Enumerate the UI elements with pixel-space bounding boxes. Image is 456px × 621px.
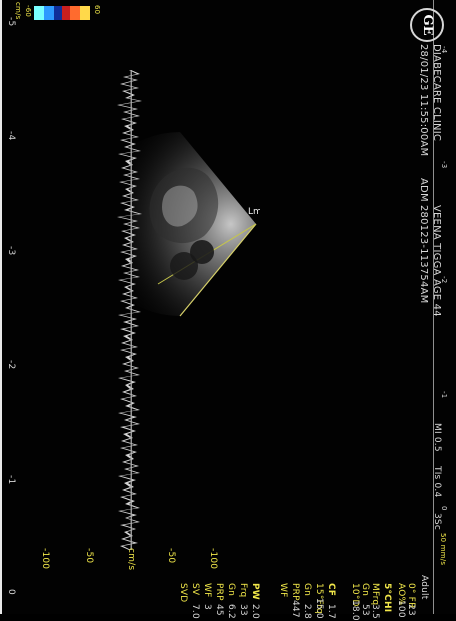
param-svd: SVD xyxy=(178,583,188,603)
param-prp-2-value: 45 xyxy=(214,604,224,616)
param-pw-value: 2.0 xyxy=(250,604,260,619)
velocity-tick-4: -100 xyxy=(40,548,50,570)
sweep-speed: 50 mm/s xyxy=(439,533,447,566)
param-chi: 5°CHI xyxy=(382,583,392,613)
param-gn-3-value: 6.2 xyxy=(226,604,236,619)
adm-label: ADM xyxy=(418,178,429,202)
ge-logo: GE xyxy=(410,8,444,42)
time-tick-2: -3 xyxy=(440,161,448,169)
param-prp-1: PRP xyxy=(290,583,300,601)
param-gn-1: Gn xyxy=(360,583,370,597)
patient-name: VEENA TIGGA AGE 44 xyxy=(431,205,442,317)
bottom-time-tick-5: -1 xyxy=(6,475,16,485)
param-prp-2: PRP xyxy=(214,583,224,601)
param-gn-2: Gn xyxy=(302,583,312,597)
param-gn-3: Gn xyxy=(226,583,236,597)
param-frq-2: Frq xyxy=(238,583,248,598)
param-mfrq-value: 3.5 xyxy=(370,604,380,619)
param-sv: SV xyxy=(190,583,200,596)
preset-label: Adult xyxy=(419,575,429,600)
time-tick-4: -1 xyxy=(440,391,448,399)
bottom-time-tick-2: -4 xyxy=(6,131,16,141)
param-wf-2: WF xyxy=(202,583,212,598)
study-id: 280123-113754AM xyxy=(418,205,429,304)
param-d-value: 18.0 xyxy=(350,600,360,621)
bottom-time-tick-4: -2 xyxy=(6,360,16,370)
param-frq-2-value: 33 xyxy=(238,604,248,616)
time-tick-5: 0 xyxy=(440,506,448,511)
param-pw: PW xyxy=(250,583,260,600)
bottom-frame-line xyxy=(0,0,2,614)
color-scale-bottom: -60 xyxy=(24,5,32,18)
param-0-fr-value: 23 xyxy=(406,604,416,616)
frame-rate: 3Sc xyxy=(432,513,442,530)
cardiac-image-panel: Lmag xyxy=(130,120,260,330)
doppler-waveform xyxy=(117,70,142,550)
velocity-tick-3: -50 xyxy=(84,548,94,564)
param-wf-2-value: 3 xyxy=(202,604,212,610)
param-frq-1-value: 15.0 xyxy=(314,598,324,619)
color-scale-bar xyxy=(34,6,90,20)
echo-sector-image: Lmag xyxy=(130,132,260,317)
param-mfrq: MFrq xyxy=(370,583,380,606)
param-gn-2-value: 2.8 xyxy=(302,604,312,619)
color-scale-top: 60 xyxy=(93,5,101,15)
image-annotation: Lmag xyxy=(248,207,260,217)
param-sv-value: 7.0 xyxy=(190,604,200,619)
bottom-time-tick-1: -5 xyxy=(6,17,16,27)
param-wf-1: WF xyxy=(278,583,288,598)
exam-datetime: 28/01/23 11:55:00AM xyxy=(418,44,429,157)
velocity-tick-2: -50 xyxy=(166,548,176,564)
param-prp-1-value: 447 xyxy=(290,600,300,618)
param-cf: CF xyxy=(326,583,336,597)
bottom-time-tick-3: -3 xyxy=(6,246,16,256)
bottom-time-tick-6: 0 xyxy=(6,589,16,595)
tis-value: TIs 0.4 xyxy=(432,466,442,498)
velocity-unit: cm/s xyxy=(126,548,136,571)
mi-value: MI 0.5 xyxy=(432,423,442,452)
param-cf-value: 1.7 xyxy=(326,604,336,619)
clinic-name: DIABECARE CLINIC xyxy=(431,44,442,142)
param-gn-1-value: 53 xyxy=(360,604,370,616)
velocity-tick-1: -100 xyxy=(208,548,218,570)
param-ao-value: 100 xyxy=(396,600,406,618)
